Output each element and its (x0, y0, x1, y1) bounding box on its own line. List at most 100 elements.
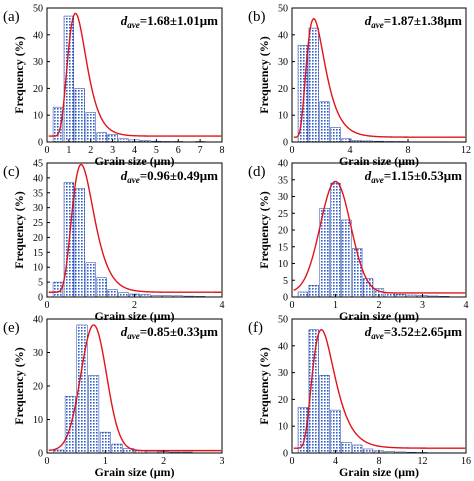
y-tick-label: 40 (33, 173, 43, 184)
histogram-bar (330, 182, 341, 298)
x-tick-label: 3 (110, 145, 115, 156)
y-tick-label: 5 (38, 278, 43, 289)
histogram-bar (308, 27, 319, 143)
x-axis-label: Grain size (μm) (94, 465, 174, 479)
x-tick-label: 4 (464, 300, 469, 311)
chart-panel: 0 4 8 12 0 10 20 30 40 50 Grain size (μm) Frequency… (248, 4, 471, 169)
y-tick-label: 40 (33, 315, 43, 326)
y-tick-label: 35 (278, 175, 288, 186)
y-tick-label: 30 (278, 57, 288, 68)
y-tick-label: 20 (278, 84, 288, 95)
histogram-bar (330, 409, 341, 454)
y-tick-label: 10 (33, 111, 43, 122)
y-tick-label: 0 (38, 138, 43, 149)
panel-label: (d) (248, 164, 266, 180)
panel-label: (b) (248, 9, 266, 25)
y-tick-label: 40 (278, 159, 288, 170)
mean-annotation: dave=3.52±2.65μm (365, 324, 462, 341)
x-tick-label: 0 (45, 145, 50, 156)
fit-curve (48, 163, 222, 293)
y-axis-label: Frequency (%) (12, 191, 26, 268)
histogram-bar (308, 285, 319, 298)
histogram-bar (341, 442, 352, 454)
y-tick-label: 10 (278, 259, 288, 270)
y-tick-label: 10 (278, 111, 288, 122)
x-tick-label: 4 (220, 300, 225, 311)
x-tick-label: 1 (103, 456, 108, 467)
y-tick-label: 20 (33, 382, 43, 393)
x-axis-label: Grain size (μm) (339, 154, 419, 168)
histogram-bar (85, 262, 96, 298)
histogram-bar (363, 448, 374, 454)
x-tick-label: 7 (198, 145, 203, 156)
y-tick-label: 25 (278, 209, 288, 220)
y-axis-label: Frequency (%) (12, 347, 26, 424)
y-tick-label: 30 (278, 192, 288, 203)
panel-label: (a) (3, 9, 20, 25)
panel-label: (f) (248, 320, 263, 336)
y-tick-label: 35 (33, 188, 43, 199)
mean-annotation: dave=0.85±0.33μm (121, 324, 218, 341)
y-tick-label: 5 (283, 276, 288, 287)
y-tick-label: 10 (278, 422, 288, 433)
axes-frame (291, 7, 467, 143)
fit-curve (48, 324, 222, 452)
y-tick-label: 40 (278, 30, 288, 41)
y-axis-label: Frequency (%) (257, 191, 271, 268)
panel-label: (e) (3, 320, 20, 336)
histogram-bar (341, 219, 352, 298)
y-tick-label: 30 (33, 203, 43, 214)
x-tick-label: 4 (333, 456, 338, 467)
x-tick-label: 0 (290, 300, 295, 311)
y-axis-label: Frequency (%) (257, 347, 271, 424)
y-tick-label: 20 (278, 226, 288, 237)
x-axis-label: Grain size (μm) (94, 309, 174, 323)
x-tick-label: 12 (418, 456, 428, 467)
x-tick-label: 16 (461, 456, 471, 467)
histogram-bar (107, 289, 118, 298)
y-tick-label: 30 (278, 368, 288, 379)
x-axis-label: Grain size (μm) (339, 309, 419, 323)
chart-panel: 0 4 8 12 16 0 10 20 30 40 50 Grain size (μm) Frequen… (248, 315, 471, 480)
x-tick-label: 0 (45, 456, 50, 467)
y-tick-label: 20 (33, 84, 43, 95)
y-tick-label: 30 (33, 57, 43, 68)
x-tick-label: 8 (406, 145, 411, 156)
y-tick-label: 50 (278, 315, 288, 326)
histogram-bar (96, 132, 107, 143)
fit-curve (293, 180, 466, 294)
x-tick-label: 0 (290, 456, 295, 467)
x-tick-label: 1 (66, 145, 71, 156)
x-tick-label: 2 (161, 456, 166, 467)
y-tick-label: 30 (33, 348, 43, 359)
x-tick-label: 0 (45, 300, 50, 311)
mean-annotation: dave=1.87±1.38μm (365, 13, 462, 30)
histogram-bar (319, 375, 330, 454)
x-tick-label: 8 (220, 145, 225, 156)
x-tick-label: 2 (88, 145, 93, 156)
x-tick-label: 6 (176, 145, 181, 156)
histogram-bar (118, 292, 129, 298)
y-tick-label: 0 (38, 293, 43, 304)
histogram-bar (96, 277, 107, 298)
y-tick-label: 50 (33, 4, 43, 15)
x-tick-label: 4 (132, 145, 137, 156)
y-tick-label: 45 (33, 159, 43, 170)
x-tick-label: 5 (154, 145, 159, 156)
x-tick-label: 12 (461, 145, 471, 156)
histogram-bar (85, 112, 96, 143)
y-tick-label: 0 (283, 293, 288, 304)
y-axis-label: Frequency (%) (12, 36, 26, 113)
histogram-bar (352, 248, 363, 298)
histogram-bar (319, 101, 330, 143)
y-tick-label: 0 (283, 138, 288, 149)
y-tick-label: 15 (33, 248, 43, 259)
histogram-bar (111, 443, 123, 454)
y-tick-label: 40 (33, 30, 43, 41)
x-tick-label: 3 (220, 456, 225, 467)
fit-curve (293, 329, 466, 449)
